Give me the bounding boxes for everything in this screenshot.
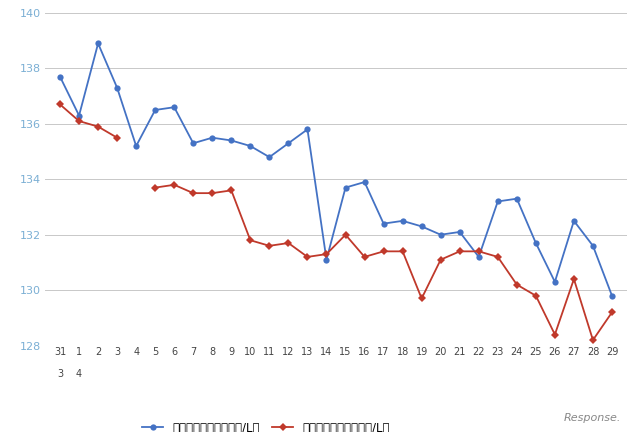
Text: Response.: Response. (563, 413, 621, 423)
ハイオク看板価格（円/L） (589, 243, 596, 248)
ハイオク看板価格（円/L） (303, 127, 311, 132)
ハイオク看板価格（円/L） (570, 218, 578, 223)
ハイオク実売価格（円/L） (456, 249, 463, 254)
ハイオク看板価格（円/L） (437, 232, 445, 237)
ハイオク実売価格（円/L） (342, 232, 349, 237)
ハイオク看板価格（円/L） (323, 257, 330, 262)
ハイオク看板価格（円/L） (76, 113, 83, 118)
ハイオク看板価格（円/L） (380, 221, 387, 226)
ハイオク実売価格（円/L） (570, 276, 578, 282)
ハイオク実売価格（円/L） (418, 296, 426, 301)
ハイオク看板価格（円/L） (170, 105, 178, 110)
ハイオク実売価格（円/L） (170, 182, 178, 187)
ハイオク看板価格（円/L） (456, 229, 463, 235)
ハイオク実売価格（円/L） (113, 135, 121, 140)
ハイオク実売価格（円/L） (246, 238, 254, 243)
Legend: ハイオク看板価格（円/L）, ハイオク実売価格（円/L）: ハイオク看板価格（円/L）, ハイオク実売価格（円/L） (138, 417, 395, 432)
ハイオク看板価格（円/L） (418, 224, 426, 229)
ハイオク看板価格（円/L） (266, 155, 273, 160)
ハイオク実売価格（円/L） (151, 185, 159, 190)
ハイオク実売価格（円/L） (513, 282, 521, 287)
ハイオク看板価格（円/L） (227, 138, 235, 143)
ハイオク看板価格（円/L） (608, 293, 616, 298)
ハイオク看板価格（円/L） (56, 74, 64, 79)
ハイオク看板価格（円/L） (399, 218, 406, 223)
Text: 4: 4 (76, 369, 82, 379)
ハイオク看板価格（円/L） (361, 179, 369, 184)
ハイオク実売価格（円/L） (94, 124, 102, 129)
ハイオク看板価格（円/L） (94, 41, 102, 46)
ハイオク看板価格（円/L） (513, 196, 521, 201)
ハイオク看板価格（円/L） (113, 85, 121, 90)
ハイオク看板価格（円/L） (189, 141, 197, 146)
ハイオク実売価格（円/L） (323, 251, 330, 257)
Line: ハイオク看板価格（円/L）: ハイオク看板価格（円/L） (57, 40, 615, 299)
ハイオク実売価格（円/L） (303, 254, 311, 260)
ハイオク実売価格（円/L） (608, 310, 616, 315)
ハイオク看板価格（円/L） (285, 141, 292, 146)
ハイオク看板価格（円/L） (475, 254, 483, 260)
ハイオク実売価格（円/L） (209, 191, 216, 196)
Text: 3: 3 (57, 369, 63, 379)
ハイオク実売価格（円/L） (189, 191, 197, 196)
ハイオク看板価格（円/L） (342, 185, 349, 190)
ハイオク実売価格（円/L） (56, 102, 64, 107)
ハイオク実売価格（円/L） (494, 254, 502, 260)
ハイオク実売価格（円/L） (475, 249, 483, 254)
ハイオク実売価格（円/L） (76, 118, 83, 124)
ハイオク実売価格（円/L） (532, 293, 540, 298)
ハイオク実売価格（円/L） (551, 332, 559, 337)
ハイオク看板価格（円/L） (551, 279, 559, 284)
Line: ハイオク実売価格（円/L）: ハイオク実売価格（円/L） (57, 102, 615, 343)
ハイオク実売価格（円/L） (266, 243, 273, 248)
ハイオク実売価格（円/L） (285, 241, 292, 246)
ハイオク看板価格（円/L） (132, 143, 140, 149)
ハイオク実売価格（円/L） (589, 337, 596, 343)
ハイオク看板価格（円/L） (532, 241, 540, 246)
ハイオク実売価格（円/L） (437, 257, 445, 262)
ハイオク看板価格（円/L） (246, 143, 254, 149)
ハイオク実売価格（円/L） (227, 188, 235, 193)
ハイオク看板価格（円/L） (494, 199, 502, 204)
ハイオク看板価格（円/L） (209, 135, 216, 140)
ハイオク実売価格（円/L） (361, 254, 369, 260)
ハイオク実売価格（円/L） (380, 249, 387, 254)
ハイオク実売価格（円/L） (399, 249, 406, 254)
ハイオク看板価格（円/L） (151, 108, 159, 113)
